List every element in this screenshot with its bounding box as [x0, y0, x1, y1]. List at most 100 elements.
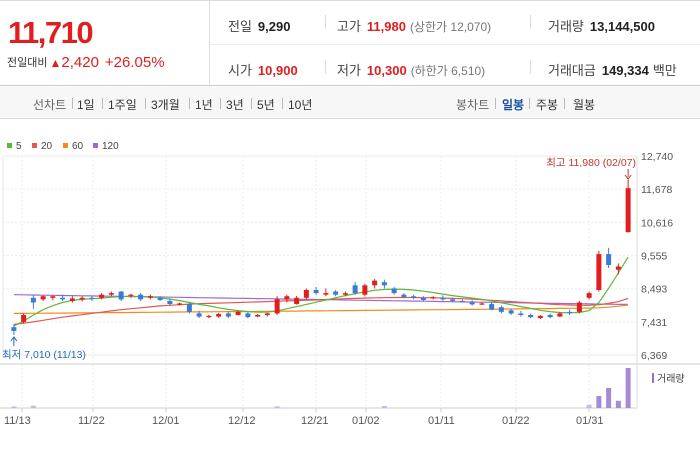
candle-body [352, 285, 358, 294]
high-cell: 고가 11,980 (상한가 12,070) [337, 16, 491, 35]
candle-body [264, 313, 270, 315]
candle-body [196, 313, 202, 317]
high-annotation: 최고 11,980 (02/07) [546, 157, 636, 169]
candle-body [245, 313, 251, 318]
tab-weekly[interactable]: 주봉 [536, 98, 559, 112]
ma20-line [13, 296, 629, 325]
divider [102, 98, 103, 109]
turnover-label: 거래대금 [548, 63, 596, 78]
volume-bar [11, 406, 17, 408]
candle-chart-label: 봉차트 [456, 98, 490, 112]
y-tick-label: 11,678 [641, 184, 672, 196]
tab-1w[interactable]: 1주일 [108, 98, 137, 112]
turnover-value: 149,334 [601, 63, 649, 78]
x-tick-label: 11/22 [78, 415, 105, 427]
tab-1y[interactable]: 1년 [195, 98, 213, 112]
candle-body [547, 314, 553, 318]
ma60-line [13, 304, 629, 314]
row-divider [210, 44, 700, 45]
divider [189, 98, 190, 109]
tab-5y[interactable]: 5년 [257, 98, 275, 112]
candle-body [450, 299, 456, 301]
tab-3m[interactable]: 3개월 [151, 98, 180, 112]
current-price: 11,710 [8, 15, 94, 50]
candle-body [225, 313, 231, 317]
ma120-label: 120 [102, 141, 119, 152]
legend-ma120: 120 [93, 141, 119, 152]
volume-bar [274, 406, 280, 408]
candle-body [206, 315, 212, 318]
candle-body [606, 254, 612, 266]
candle-body [186, 304, 192, 312]
divider [72, 98, 73, 109]
line-chart-label: 선차트 [33, 98, 67, 112]
candle-body [576, 302, 582, 312]
x-tick-label: 01/02 [352, 415, 380, 427]
tab-1d[interactable]: 1일 [77, 98, 95, 112]
candle-body [99, 294, 105, 298]
candle-body [128, 294, 134, 296]
candle-body [157, 297, 163, 300]
volume-legend-label: 거래량 [657, 373, 685, 385]
volume-bar [615, 400, 621, 408]
candle-body [615, 266, 621, 270]
candle-body [69, 298, 75, 301]
volume-bar [596, 396, 602, 408]
tab-monthly[interactable]: 월봉 [573, 98, 596, 112]
prev-close-cell: 전일 9,290 [228, 16, 290, 35]
low-label: 저가 [337, 63, 361, 78]
divider [529, 98, 530, 109]
candle-body [489, 304, 495, 310]
tab-daily[interactable]: 일봉 [502, 98, 525, 112]
candle-body [40, 296, 46, 300]
candle-body [459, 300, 465, 303]
candle-body [586, 293, 592, 298]
ma60-swatch [63, 143, 68, 148]
tab-10y[interactable]: 10년 [288, 98, 313, 112]
arrow-down-icon [624, 174, 632, 180]
change-percent: +26.05% [104, 54, 165, 71]
candle-body [313, 289, 319, 294]
candle-body [118, 291, 124, 300]
x-tick-label: 11/13 [4, 415, 31, 427]
high-value: 11,980 [366, 19, 406, 34]
legend-ma5: 5 [7, 141, 22, 152]
divider [251, 98, 252, 109]
candle-body [381, 282, 387, 286]
volume-bar [586, 404, 592, 408]
candle-body [79, 297, 85, 300]
volume-cell: 거래량 13,144,500 [548, 16, 655, 35]
x-tick-label: 12/01 [152, 415, 180, 427]
candle-body [518, 313, 524, 315]
legend-ma20: 20 [32, 141, 52, 152]
candle-body [50, 296, 56, 298]
divider [145, 98, 146, 109]
candle-body [21, 314, 27, 322]
candle-body [401, 294, 407, 298]
prev-close-label: 전일 [228, 19, 252, 34]
low-annotation: 최저 7,010 (11/13) [2, 349, 86, 361]
candle-body [303, 289, 309, 298]
candle-body [235, 311, 241, 315]
change-row: 전일대비 ▲2,420 +26.05% [7, 54, 165, 71]
candle-body [323, 293, 329, 295]
divider [530, 15, 531, 29]
open-value: 10,900 [257, 63, 298, 78]
divider [282, 98, 283, 109]
candle-body [391, 288, 397, 294]
ma120-swatch [93, 143, 98, 148]
tab-3y[interactable]: 3년 [226, 98, 244, 112]
chart-period-tabs: 선차트 1일 1주일 3개월 1년 3년 5년 10년 봉차트 일봉 주봉 월봉 [0, 87, 700, 119]
divider [564, 98, 565, 109]
candle-body [138, 294, 144, 300]
candle-body [294, 297, 300, 305]
candle-body [30, 297, 36, 303]
low-value: 10,300 [366, 63, 407, 78]
x-tick-label: 12/21 [301, 415, 329, 427]
candle-body [177, 303, 183, 305]
y-tick-label: 6,369 [641, 350, 667, 362]
arrow-up-icon [10, 336, 18, 342]
volume-legend-swatch [652, 373, 654, 383]
candle-body [89, 297, 95, 300]
